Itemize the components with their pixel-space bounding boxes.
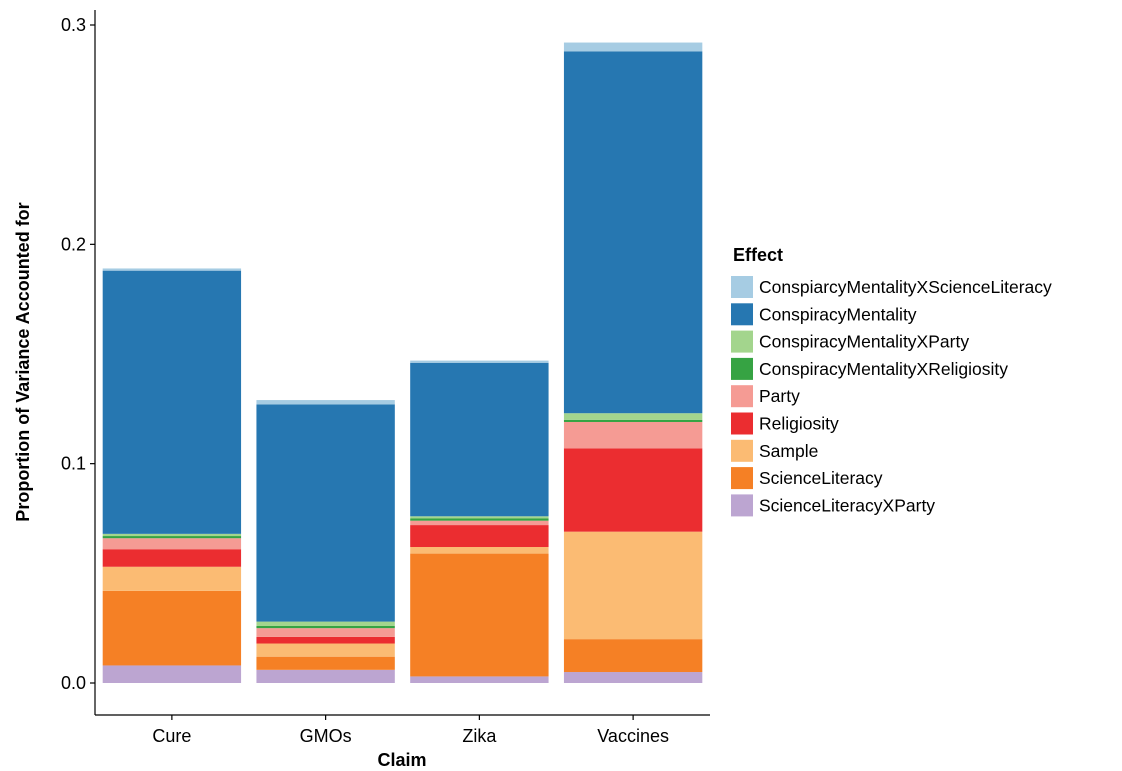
- bar-vaccines-conspiarcymentalityxscienceliteracy: [563, 42, 703, 52]
- bar-cure-party: [102, 538, 242, 550]
- x-ticks: Cure GMOs Zika Vaccines: [152, 715, 669, 746]
- x-tick-label: Zika: [462, 726, 497, 746]
- y-axis-title: Proportion of Variance Accounted for: [13, 202, 33, 521]
- bar-gmos-conspiarcymentalityxscienceliteracy: [256, 400, 395, 405]
- legend-label: ConspiracyMentalityXReligiosity: [759, 359, 1008, 379]
- y-tick-label: 0.1: [61, 454, 86, 474]
- x-tick-label: Cure: [152, 726, 191, 746]
- bar-zika-conspiarcymentalityxscienceliteracy: [410, 360, 549, 363]
- y-tick-label: 0.2: [61, 234, 86, 254]
- legend-label: Party: [759, 386, 800, 406]
- bar-vaccines-religiosity: [563, 448, 703, 532]
- bar-cure-conspiracymentalityxreligiosity: [102, 536, 242, 539]
- axes-layer: [94, 10, 710, 716]
- legend-key: [731, 494, 753, 517]
- bar-cure-conspiracymentality: [102, 270, 242, 534]
- y-tick-label: 0.3: [61, 15, 86, 35]
- x-tick-label: GMOs: [300, 726, 352, 746]
- bar-zika-sample: [410, 547, 549, 554]
- bar-gmos-conspiracymentalityxparty: [256, 621, 395, 626]
- bar-zika-religiosity: [410, 525, 549, 548]
- bar-zika-conspiracymentalityxreligiosity: [410, 518, 549, 521]
- bar-cure-conspiracymentalityxparty: [102, 533, 242, 537]
- legend-label: Sample: [759, 441, 818, 461]
- bar-vaccines-conspiracymentalityxreligiosity: [563, 419, 703, 422]
- bar-zika-scienceliteracyxparty: [410, 676, 549, 683]
- legend-key: [731, 303, 753, 326]
- legend-label: ConspiracyMentality: [759, 304, 917, 324]
- bar-vaccines-conspiracymentalityxparty: [563, 413, 703, 420]
- legend-label: ConspiracyMentalityXParty: [759, 332, 969, 352]
- bar-gmos-party: [256, 628, 395, 637]
- legend-title: Effect: [733, 245, 783, 265]
- bar-zika-conspiracymentalityxparty: [410, 516, 549, 519]
- bar-gmos-religiosity: [256, 636, 395, 644]
- bar-vaccines-sample: [563, 531, 703, 640]
- bar-cure-religiosity: [102, 549, 242, 567]
- legend-key: [731, 330, 753, 353]
- x-tick-label: Vaccines: [597, 726, 669, 746]
- x-axis-title: Claim: [377, 750, 426, 770]
- legend-key: [731, 276, 753, 298]
- bars-layer: [102, 42, 703, 683]
- bar-gmos-conspiracymentalityxreligiosity: [256, 625, 395, 629]
- bar-cure-scienceliteracyxparty: [102, 665, 242, 683]
- legend-label: ScienceLiteracy: [759, 468, 883, 488]
- bar-zika-party: [410, 520, 549, 526]
- y-ticks: 0.0 0.1 0.2 0.3: [61, 15, 95, 693]
- legend-label: ScienceLiteracyXParty: [759, 495, 935, 515]
- bar-cure-conspiarcymentalityxscienceliteracy: [102, 268, 242, 271]
- legend-key: [731, 385, 753, 408]
- bar-vaccines-scienceliteracyxparty: [563, 672, 703, 683]
- legend-label: ConspiarcyMentalityXScienceLiteracy: [759, 277, 1052, 297]
- legend-key: [731, 439, 753, 462]
- bar-vaccines-scienceliteracy: [563, 639, 703, 673]
- bar-gmos-scienceliteracy: [256, 656, 395, 670]
- bar-zika-conspiracymentality: [410, 362, 549, 517]
- legend-key: [731, 357, 753, 380]
- legend-key: [731, 467, 753, 490]
- bar-zika-scienceliteracy: [410, 553, 549, 677]
- y-tick-label: 0.0: [61, 673, 86, 693]
- bar-gmos-sample: [256, 643, 395, 657]
- legend-key: [731, 412, 753, 435]
- bar-cure-sample: [102, 566, 242, 591]
- bar-gmos-scienceliteracyxparty: [256, 669, 395, 683]
- bar-vaccines-conspiracymentality: [563, 51, 703, 414]
- bar-vaccines-party: [563, 421, 703, 449]
- bar-gmos-conspiracymentality: [256, 404, 395, 622]
- bar-cure-scienceliteracy: [102, 590, 242, 666]
- legend-label: Religiosity: [759, 414, 839, 434]
- legend: Effect ConspiarcyMentalityXScienceLitera…: [731, 245, 1052, 517]
